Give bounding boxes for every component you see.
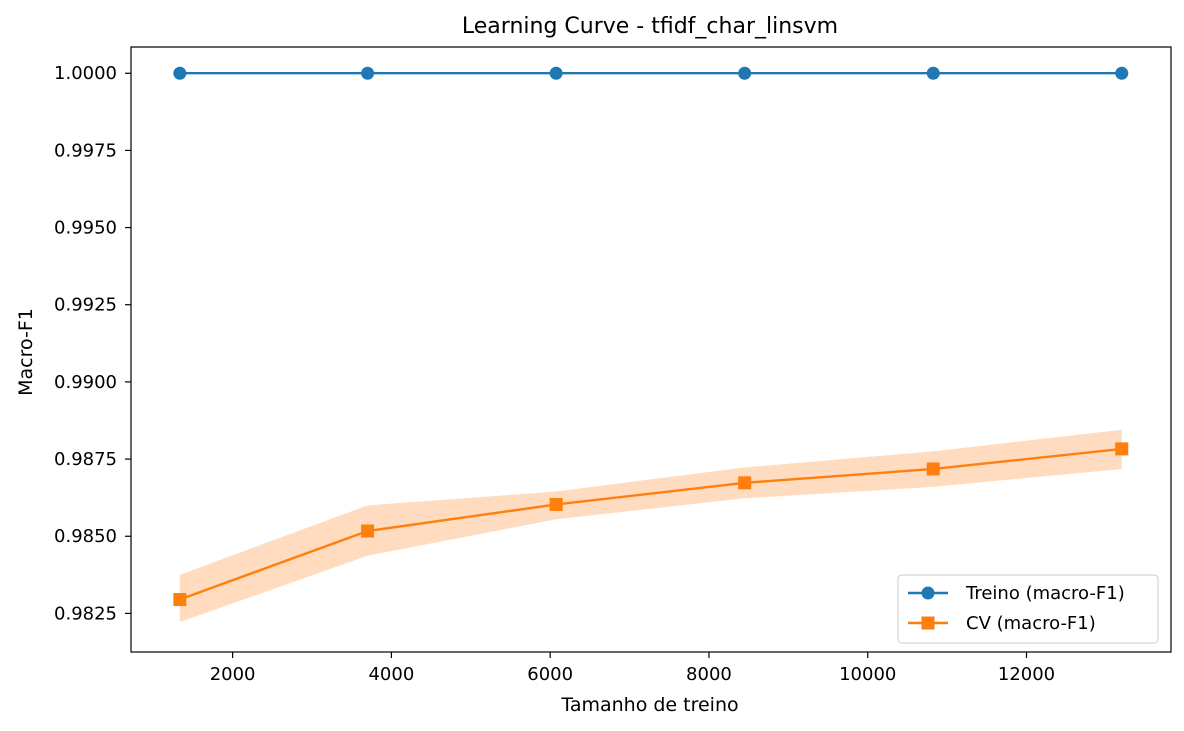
data-point-treino <box>361 66 375 80</box>
y-tick-label: 0.9925 <box>54 295 117 316</box>
axes: 2000 4000 6000 8000 10000 12000 0.9825 0.9850 0.… <box>54 46 1172 685</box>
cv-std-band <box>179 429 1122 623</box>
data-point-cv <box>1115 442 1129 456</box>
axes-frame <box>130 46 1172 653</box>
legend-marker-treino <box>921 586 935 600</box>
legend-frame <box>897 574 1159 644</box>
data-point-treino <box>549 66 563 80</box>
data-point-cv <box>549 497 563 511</box>
data-point-cv <box>738 476 752 490</box>
x-tick-label: 2000 <box>210 664 256 685</box>
x-tick-label: 8000 <box>686 664 732 685</box>
y-tick-label: 0.9850 <box>54 526 117 547</box>
y-axis-title: Macro-F1 <box>15 308 37 396</box>
x-tick-label: 12000 <box>998 664 1055 685</box>
plot-area <box>173 66 1129 623</box>
chart-title: Learning Curve - tfidf_char_linsvm <box>462 14 838 39</box>
data-point-treino <box>926 66 940 80</box>
data-point-cv <box>926 462 940 476</box>
legend-entry-treino: Treino (macro-F1) <box>908 583 1125 604</box>
data-point-treino <box>173 66 187 80</box>
data-point-cv <box>173 593 187 607</box>
legend-label-cv: CV (macro-F1) <box>966 613 1096 634</box>
y-tick-label: 1.0000 <box>54 63 117 84</box>
data-point-treino <box>1115 66 1129 80</box>
legend-label-treino: Treino (macro-F1) <box>965 583 1125 604</box>
legend-entry-cv: CV (macro-F1) <box>908 613 1096 634</box>
data-point-treino <box>738 66 752 80</box>
x-tick-label: 6000 <box>527 664 573 685</box>
legend: Treino (macro-F1) CV (macro-F1) <box>897 574 1159 644</box>
y-tick-label: 0.9950 <box>54 218 117 239</box>
y-tick-label: 0.9875 <box>54 449 117 470</box>
y-tick-label: 0.9825 <box>54 603 117 624</box>
x-tick-label: 4000 <box>368 664 414 685</box>
x-tick-label: 10000 <box>839 664 896 685</box>
data-point-cv <box>361 524 375 538</box>
y-tick-label: 0.9975 <box>54 140 117 161</box>
series-line-cv <box>179 447 1122 601</box>
x-axis-title: Tamanho de treino <box>560 694 738 716</box>
legend-marker-cv <box>921 616 935 630</box>
y-tick-label: 0.9900 <box>54 372 117 393</box>
